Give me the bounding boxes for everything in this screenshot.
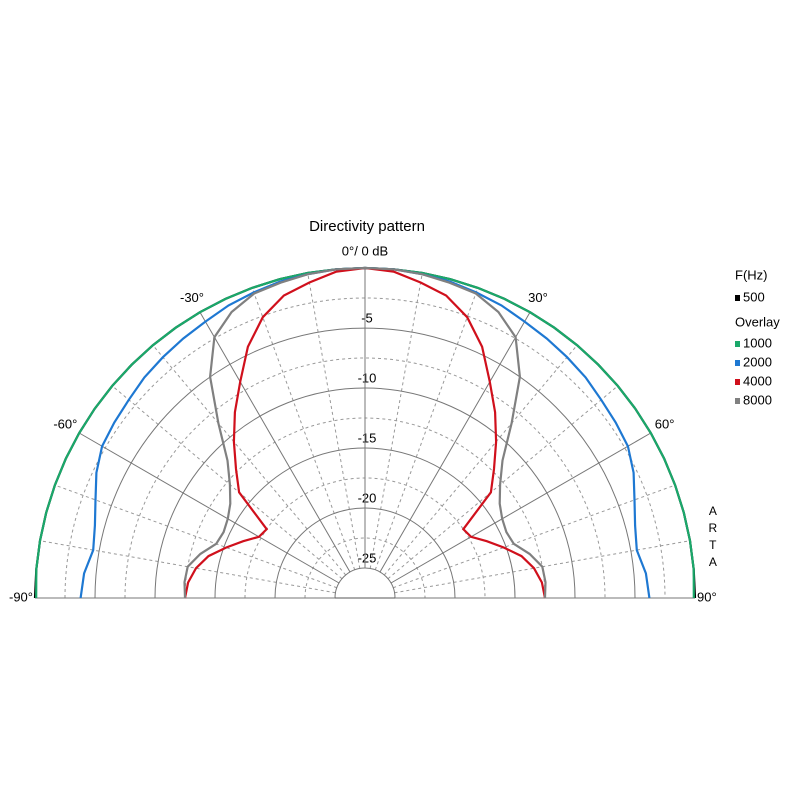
legend-swatch — [735, 341, 740, 347]
legend-swatch — [735, 295, 740, 301]
grid-spoke — [78, 432, 340, 584]
minor-grid-spoke — [369, 272, 423, 569]
chart-title: Directivity pattern — [309, 218, 425, 235]
minor-grid-spoke — [111, 385, 343, 580]
grid-spoke — [390, 432, 652, 584]
r-tick-label: -25 — [358, 550, 377, 565]
legend-swatch — [735, 398, 740, 404]
theta-tick-label: 0°/ 0 dB — [342, 243, 388, 258]
theta-tick-label: 60° — [655, 416, 675, 431]
legend-swatch — [735, 360, 740, 366]
legend-title: F(Hz) — [735, 267, 768, 282]
r-tick-label: -5 — [361, 310, 373, 325]
legend-label: 2000 — [743, 354, 772, 369]
theta-tick-label: 90° — [697, 589, 717, 604]
grid-ring — [334, 567, 396, 599]
legend-swatch — [735, 379, 740, 385]
theta-tick-label: -90° — [9, 589, 33, 604]
minor-grid-spoke — [383, 344, 578, 576]
theta-tick-label: -30° — [180, 290, 204, 305]
grid-spoke — [199, 311, 351, 573]
r-tick-label: -15 — [358, 430, 377, 445]
legend-subtitle: Overlay — [735, 314, 780, 329]
minor-grid-spoke — [251, 287, 356, 570]
theta-tick-label: -60° — [53, 416, 77, 431]
legend-label: 4000 — [743, 373, 772, 388]
grid-spoke — [379, 311, 531, 573]
legend-label: 1000 — [743, 335, 772, 350]
series-line — [183, 266, 547, 599]
legend-label: 500 — [743, 289, 765, 304]
minor-grid-spoke — [387, 385, 619, 580]
r-tick-label: -10 — [358, 370, 377, 385]
minor-grid-spoke — [374, 287, 479, 570]
minor-grid-spoke — [54, 484, 337, 589]
minor-grid-ring — [124, 357, 606, 599]
minor-grid-spoke — [307, 272, 361, 569]
minor-grid-spoke — [152, 344, 347, 576]
r-tick-label: -20 — [358, 490, 377, 505]
legend-label: 8000 — [743, 392, 772, 407]
minor-grid-spoke — [393, 484, 676, 589]
watermark: ARTA — [706, 504, 720, 572]
theta-tick-label: 30° — [528, 290, 548, 305]
